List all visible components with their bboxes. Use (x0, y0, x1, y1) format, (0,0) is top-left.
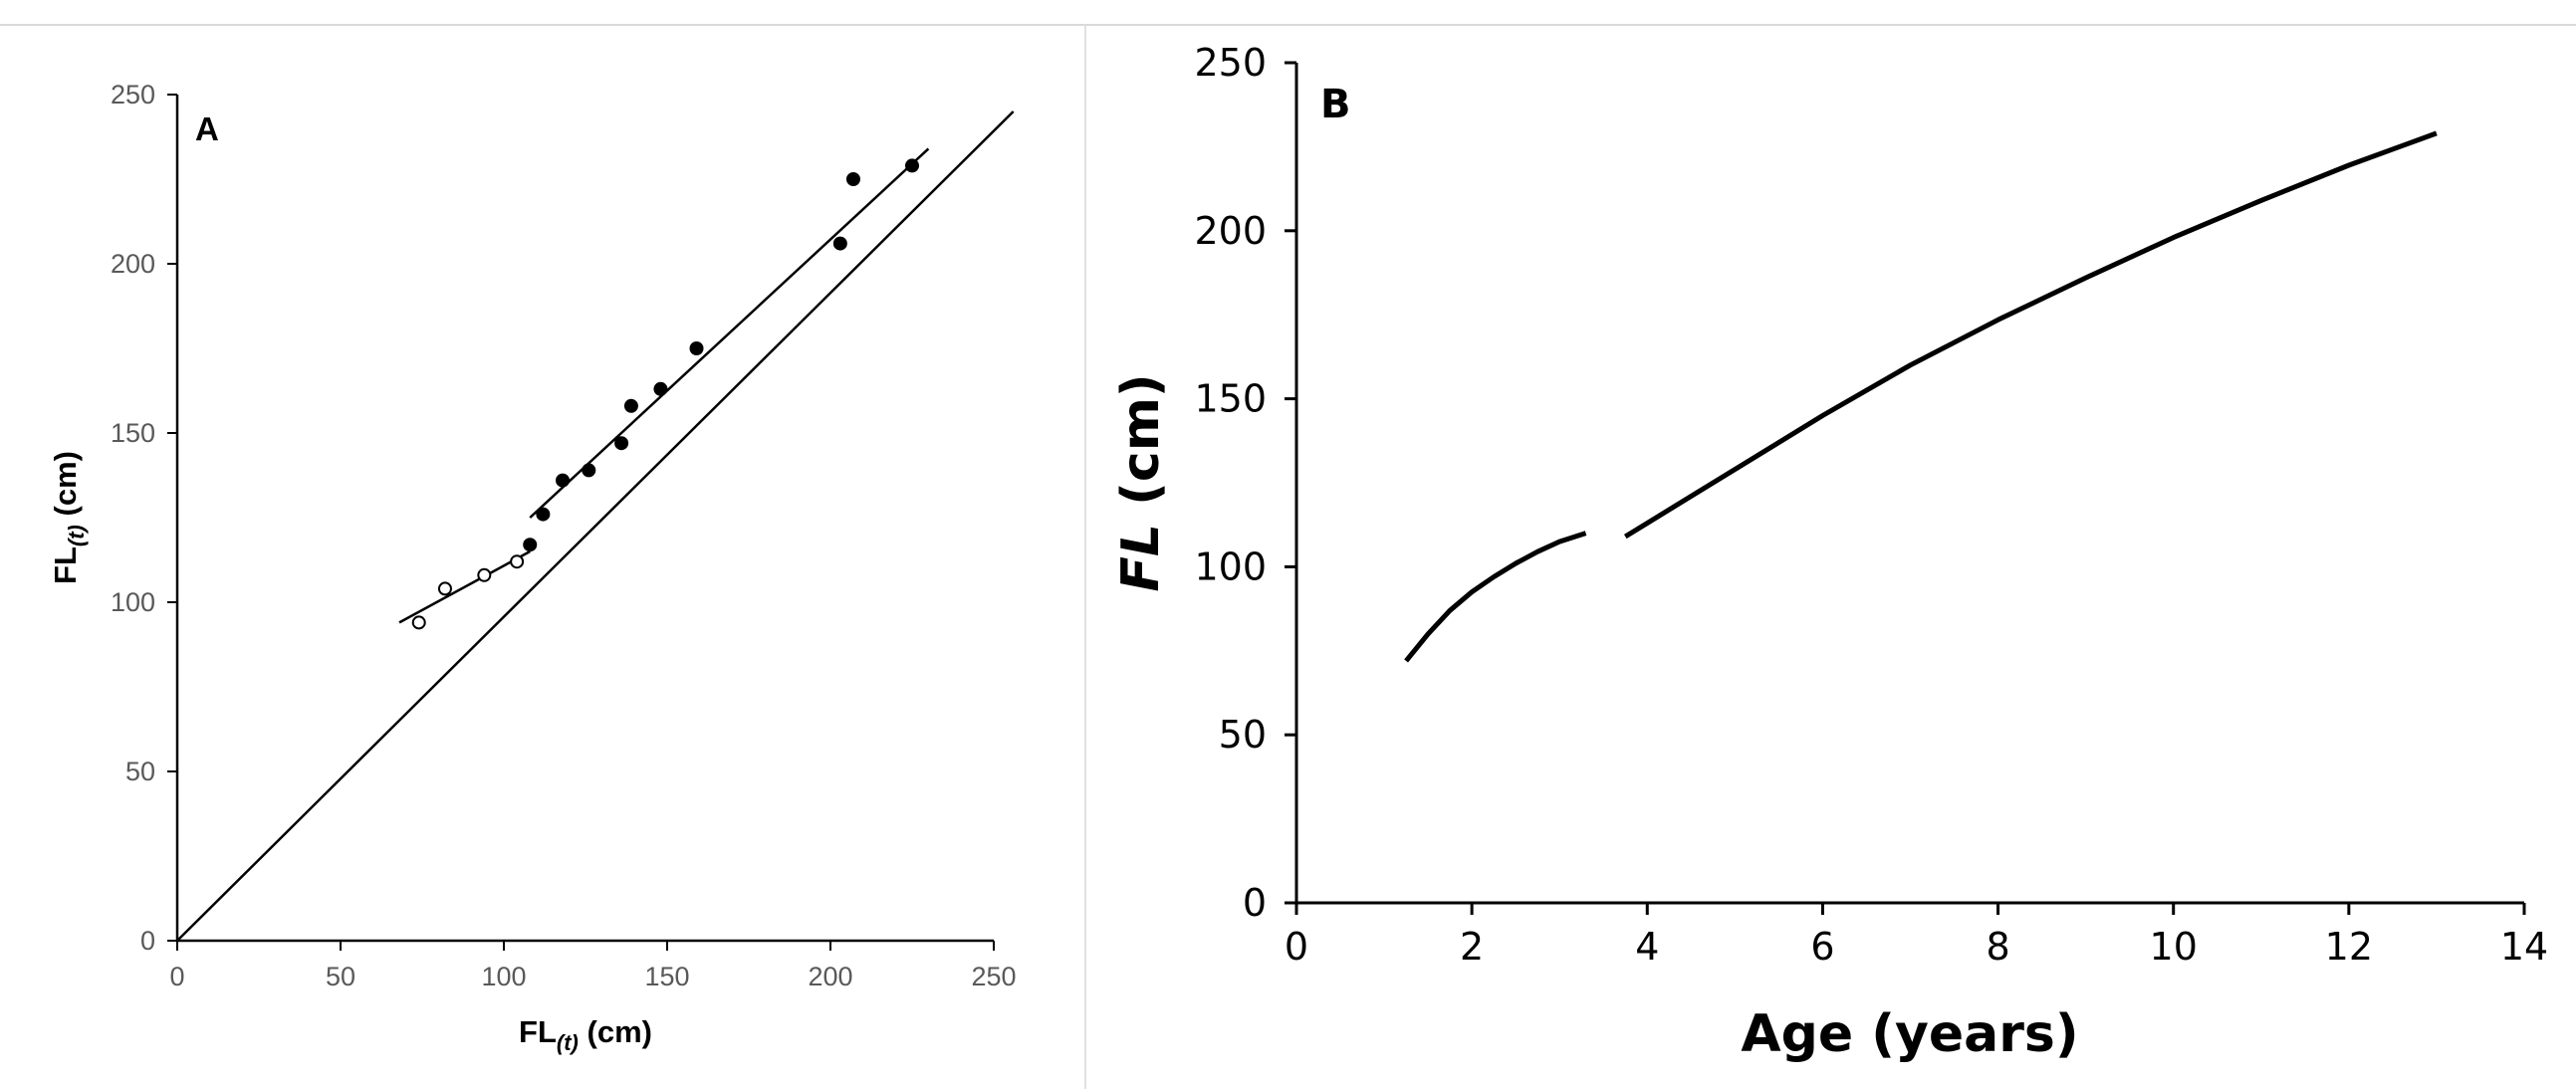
panel-a-filled-point (653, 381, 668, 396)
panel-a-identity-line (176, 110, 1015, 942)
panel-a-filled-point (536, 507, 551, 522)
panel-a-filled-point (556, 473, 571, 488)
panel-a-y-tick-label: 100 (111, 587, 155, 617)
panel-a-filled-point (832, 236, 847, 251)
panel-a-x-ticks: 0 50 100 150 200 250 (169, 941, 1017, 991)
panel-b-x-axis-label: Age (years) (1741, 1004, 2078, 1064)
panel-b-x-ticks: 0 2 4 6 8 10 12 14 (1285, 903, 2548, 969)
panel-b-y-axis-label: FL (cm) (1111, 373, 1171, 591)
panel-a-filled-point (905, 158, 919, 173)
panel-b-y-tick-label: 200 (1194, 209, 1267, 253)
panel-b-y-tick-label: 150 (1194, 377, 1267, 421)
panel-a-chart: A 0 50 100 150 200 250 0 50 100 150 200 250 FL(t) … (48, 80, 1017, 1055)
panel-a-y-tick-label: 150 (111, 418, 155, 448)
panel-a-filled-point (614, 436, 629, 451)
panel-a-fit-filled-line (529, 147, 930, 519)
panel-b-x-tick-label: 6 (1810, 925, 1834, 969)
panel-a-filled-point (623, 398, 638, 413)
panel-a-y-tick-label: 0 (140, 926, 155, 956)
panel-b-x-tick-label: 8 (1986, 925, 2009, 969)
panel-b-y-tick-label: 50 (1219, 713, 1267, 757)
panel-b-y-ticks: 0 50 100 150 200 250 (1194, 41, 1296, 925)
panel-b-series (1404, 130, 2438, 663)
panel-a-x-tick-label: 250 (971, 962, 1016, 991)
panel-a-y-axis-label: FL(t) (cm) (48, 451, 89, 584)
panel-a-open-point (510, 554, 525, 569)
panel-b-y-tick-label: 100 (1194, 544, 1267, 588)
panel-a-filled-point (523, 538, 538, 552)
panel-a-fit-open-line (398, 549, 531, 624)
panel-b-growth-curve-segment-1 (1404, 531, 1587, 663)
panel-b-x-tick-label: 14 (2500, 925, 2548, 969)
panel-a-y-tick-label: 250 (111, 80, 155, 109)
panel-b-x-tick-label: 10 (2150, 925, 2198, 969)
panel-a-open-point (411, 615, 426, 630)
panel-a-y-tick-label: 200 (111, 249, 155, 279)
panel-a-x-tick-label: 150 (644, 962, 689, 991)
panel-b-x-tick-label: 4 (1635, 925, 1659, 969)
panel-a-open-point (477, 567, 492, 582)
panel-a-open-point (437, 581, 452, 596)
panel-b-x-tick-label: 2 (1460, 925, 1484, 969)
panel-b-growth-curve-segment-2 (1623, 130, 2438, 540)
panel-a-lines (176, 110, 1015, 942)
panel-a-points (411, 158, 919, 630)
panel-b-chart: B 0 2 4 6 8 10 12 14 0 50 100 150 200 250 Age (years… (1111, 41, 2548, 1064)
panel-a-filled-point (845, 172, 860, 186)
panel-a-y-ticks: 0 50 100 150 200 250 (111, 80, 177, 956)
panel-a-x-tick-label: 50 (326, 962, 355, 991)
panel-a-y-tick-label: 50 (125, 757, 155, 786)
panel-a-x-tick-label: 200 (808, 962, 852, 991)
panel-a-x-axis-label: FL(t) (cm) (519, 1014, 652, 1055)
panel-a-filled-point (582, 463, 596, 478)
panel-b-y-tick-label: 0 (1243, 881, 1267, 925)
panel-b-y-tick-label: 250 (1194, 41, 1267, 85)
panel-b-x-tick-label: 12 (2325, 925, 2373, 969)
panel-b-label: B (1320, 82, 1351, 127)
panel-a-filled-point (689, 341, 704, 355)
panel-b-x-tick-label: 0 (1285, 925, 1308, 969)
panel-a-x-tick-label: 100 (481, 962, 526, 991)
panel-a-label: A (195, 110, 219, 147)
panel-a-x-tick-label: 0 (169, 962, 184, 991)
